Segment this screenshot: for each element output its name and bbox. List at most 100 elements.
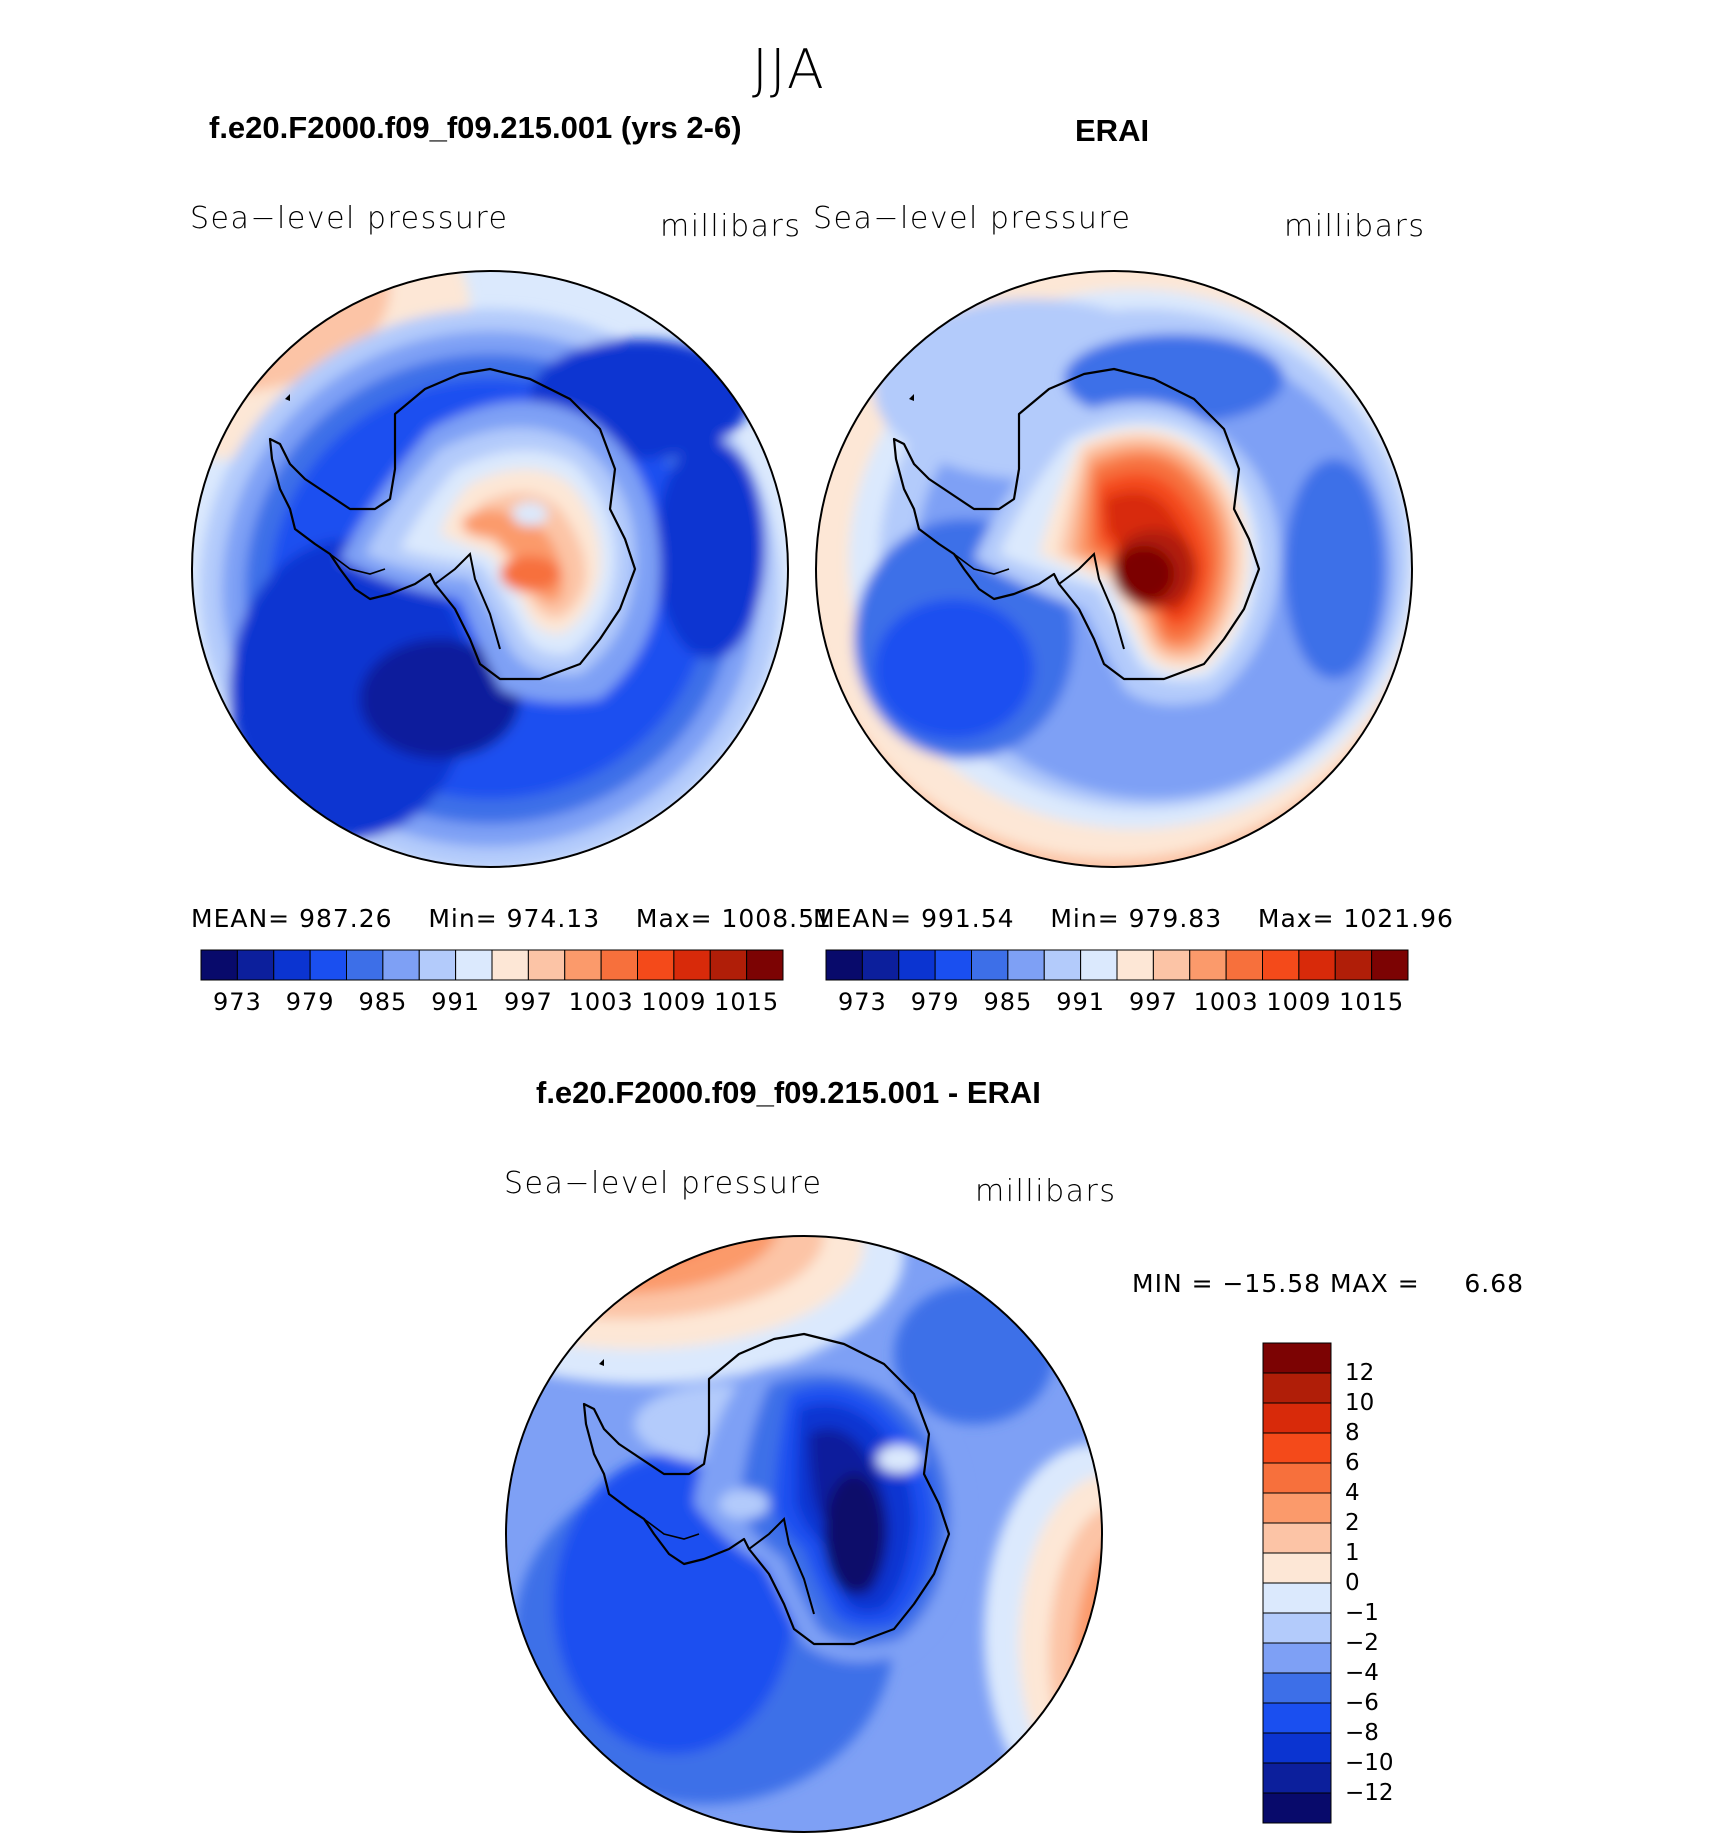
difference-polar-map (505, 1235, 1103, 1833)
model-colorbar-box (418, 949, 457, 981)
difference-colorbar-tick-label: −1 (1345, 1600, 1379, 1626)
obs-colorbar-box (1152, 949, 1191, 981)
obs-colorbar-tick-label: 991 (1056, 988, 1106, 1016)
difference-colorbar-tick-label: −2 (1345, 1630, 1379, 1656)
difference-colorbar-box (1262, 1462, 1332, 1494)
obs-stats: MEAN= 991.54 Min= 979.83 Max= 1021.96 (813, 904, 1454, 933)
difference-colorbar-box (1262, 1492, 1332, 1524)
model-colorbar-box (746, 949, 784, 981)
model-colorbar-tick-label: 973 (212, 988, 262, 1016)
difference-colorbar-box (1262, 1612, 1332, 1644)
model-colorbar (200, 949, 784, 981)
model-colorbar-tick-label: 997 (503, 988, 553, 1016)
obs-colorbar-tick-label: 1009 (1266, 988, 1332, 1016)
model-units-label: millibars (660, 209, 802, 244)
obs-colorbar-box (1043, 949, 1082, 981)
difference-colorbar-tick-label: 4 (1345, 1480, 1360, 1506)
difference-colorbar-box (1262, 1402, 1332, 1434)
model-mean-value: 987.26 (299, 904, 393, 933)
difference-colorbar-box (1262, 1702, 1332, 1734)
difference-colorbar-tick-label: 10 (1345, 1390, 1375, 1416)
model-colorbar-box (236, 949, 275, 981)
difference-colorbar-tick-label: −6 (1345, 1690, 1379, 1716)
model-min-label: Min= (428, 904, 498, 933)
model-colorbar-box (309, 949, 347, 981)
model-colorbar-labels: 973 979 985 991 997 1003 1009 1015 (201, 988, 783, 1018)
model-colorbar-box (200, 949, 238, 981)
obs-colorbar-tick-label: 1003 (1193, 988, 1259, 1016)
difference-colorbar-box (1262, 1642, 1332, 1674)
season-title: JJA (752, 38, 826, 101)
difference-colorbar-tick-label: 2 (1345, 1510, 1360, 1536)
obs-max-value: 1021.96 (1343, 904, 1454, 933)
obs-mean-value: 991.54 (921, 904, 1015, 933)
difference-colorbar-box (1262, 1372, 1332, 1404)
diff-units-label: millibars (975, 1174, 1117, 1209)
model-stats: MEAN= 987.26 Min= 974.13 Max= 1008.51 (191, 904, 832, 933)
difference-colorbar-tick-label: 12 (1345, 1360, 1375, 1386)
difference-colorbar-tick-label: 6 (1345, 1450, 1360, 1476)
difference-colorbar-tick-label: −10 (1345, 1750, 1394, 1776)
model-colorbar-box (637, 949, 675, 981)
obs-colorbar-box (1334, 949, 1373, 981)
obs-colorbar-box (1007, 949, 1045, 981)
difference-colorbar-box (1262, 1432, 1332, 1464)
model-colorbar-box (382, 949, 420, 981)
model-colorbar-tick-label: 1003 (568, 988, 634, 1016)
obs-mean-label: MEAN= (813, 904, 913, 933)
difference-colorbar (1262, 1342, 1332, 1824)
obs-colorbar-box (1116, 949, 1154, 981)
model-variable-label: Sea−level pressure (190, 201, 509, 236)
model-colorbar-tick-label: 991 (431, 988, 481, 1016)
obs-colorbar-box (1262, 949, 1300, 981)
model-colorbar-box (273, 949, 311, 981)
difference-colorbar-tick-label: 0 (1345, 1570, 1360, 1596)
model-colorbar-box (600, 949, 638, 981)
obs-colorbar-box (825, 949, 863, 981)
obs-colorbar (825, 949, 1409, 981)
obs-colorbar-box (1225, 949, 1263, 981)
difference-colorbar-box (1262, 1552, 1332, 1584)
model-colorbar-tick-label: 985 (358, 988, 408, 1016)
obs-max-label: Max= (1257, 904, 1335, 933)
obs-colorbar-box (1080, 949, 1118, 981)
model-colorbar-tick-label: 979 (285, 988, 335, 1016)
diff-max-value: 6.68 (1464, 1269, 1525, 1298)
obs-colorbar-box (1298, 949, 1336, 981)
obs-colorbar-box (1189, 949, 1227, 981)
model-colorbar-box (527, 949, 566, 981)
difference-colorbar-tick-label: 8 (1345, 1420, 1360, 1446)
obs-polar-map (815, 270, 1413, 868)
difference-colorbar-box (1262, 1732, 1332, 1764)
model-colorbar-tick-label: 1015 (714, 988, 780, 1016)
model-colorbar-box (673, 949, 711, 981)
model-max-label: Max= (635, 904, 713, 933)
obs-units-label: millibars (1284, 209, 1426, 244)
obs-colorbar-box (861, 949, 900, 981)
obs-min-value: 979.83 (1128, 904, 1223, 933)
model-colorbar-box (491, 949, 529, 981)
model-panel-title: f.e20.F2000.f09_f09.215.001 (yrs 2-6) (209, 110, 742, 145)
diff-minmax-text: MIN = −15.58 MAX = (1132, 1269, 1420, 1298)
obs-min-label: Min= (1050, 904, 1120, 933)
difference-colorbar-labels: 12 10 8 6 4 2 1 0 −1 −2 −4 −6 −8 −10 −12 (1345, 1343, 1425, 1823)
difference-colorbar-tick-label: −8 (1345, 1720, 1379, 1746)
difference-colorbar-tick-label: −12 (1345, 1780, 1394, 1806)
difference-colorbar-box (1262, 1342, 1332, 1374)
model-max-value: 1008.51 (721, 904, 832, 933)
obs-colorbar-tick-label: 997 (1128, 988, 1178, 1016)
obs-colorbar-tick-label: 979 (910, 988, 960, 1016)
difference-colorbar-box (1262, 1672, 1332, 1704)
model-colorbar-box (564, 949, 602, 981)
model-polar-map (191, 270, 789, 868)
model-colorbar-box (346, 949, 384, 981)
obs-colorbar-tick-label: 1015 (1339, 988, 1405, 1016)
model-colorbar-tick-label: 1009 (641, 988, 707, 1016)
difference-colorbar-box (1262, 1762, 1332, 1794)
obs-colorbar-box (934, 949, 972, 981)
model-mean-label: MEAN= (191, 904, 291, 933)
obs-colorbar-box (1371, 949, 1409, 981)
diff-variable-label: Sea−level pressure (504, 1166, 823, 1201)
diff-minmax: MIN = −15.58 MAX = 6.68 (1132, 1269, 1524, 1298)
difference-colorbar-tick-label: 1 (1345, 1540, 1360, 1566)
